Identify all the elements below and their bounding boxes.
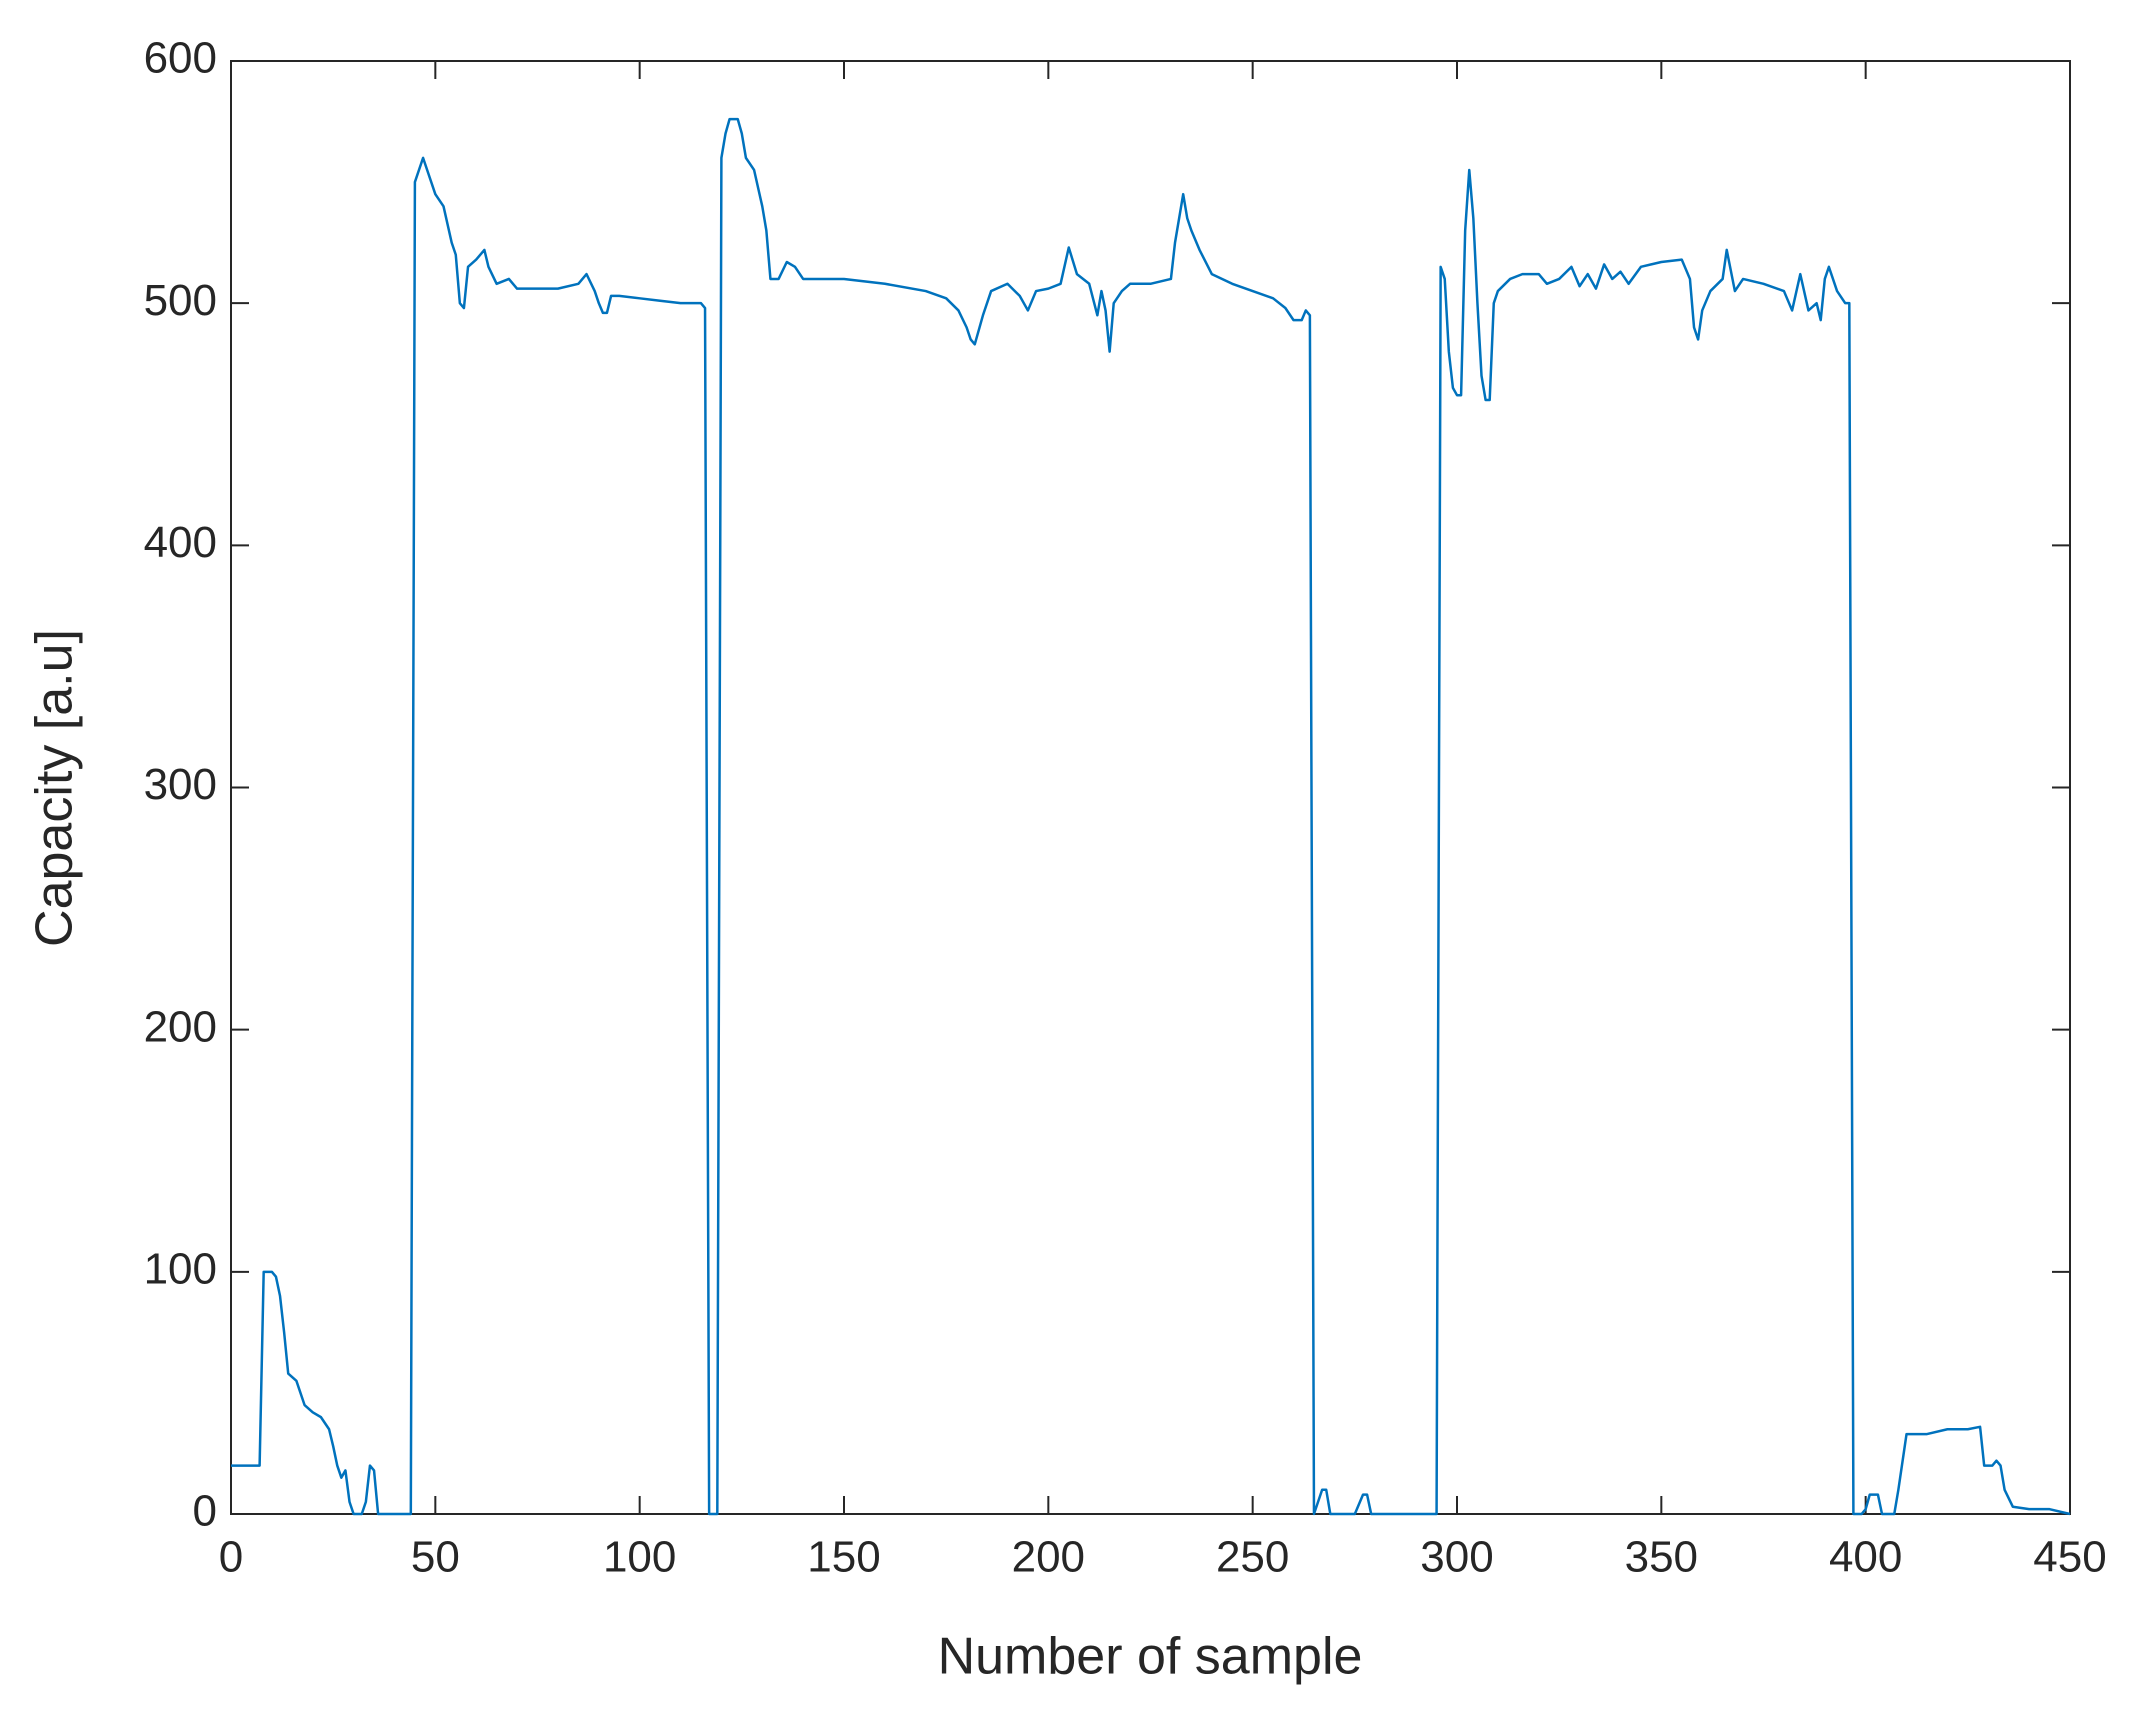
x-axis-label: Number of sample bbox=[938, 1628, 1363, 1686]
x-tick-label: 150 bbox=[807, 1533, 880, 1582]
x-tick-label: 0 bbox=[219, 1533, 243, 1582]
x-tick-label: 200 bbox=[1012, 1533, 1085, 1582]
y-tick-label: 200 bbox=[144, 1002, 217, 1051]
data-line bbox=[231, 117, 2071, 1516]
y-tick-label: 500 bbox=[144, 276, 217, 325]
y-tick-label: 400 bbox=[144, 518, 217, 567]
x-tick-label: 100 bbox=[603, 1533, 676, 1582]
y-tick-label: 300 bbox=[144, 760, 217, 809]
y-tick-label: 600 bbox=[144, 34, 217, 83]
x-tick-label: 400 bbox=[1829, 1533, 1902, 1582]
x-tick-label: 350 bbox=[1625, 1533, 1698, 1582]
x-tick-label: 450 bbox=[2033, 1533, 2106, 1582]
x-tick-label: 300 bbox=[1420, 1533, 1493, 1582]
y-tick-label: 0 bbox=[193, 1487, 217, 1536]
y-axis-label: Capacity [a.u] bbox=[26, 629, 84, 947]
y-tick-label: 100 bbox=[144, 1244, 217, 1293]
x-tick-label: 50 bbox=[411, 1533, 460, 1582]
plot-area bbox=[230, 60, 2071, 1515]
x-tick-label: 250 bbox=[1216, 1533, 1289, 1582]
